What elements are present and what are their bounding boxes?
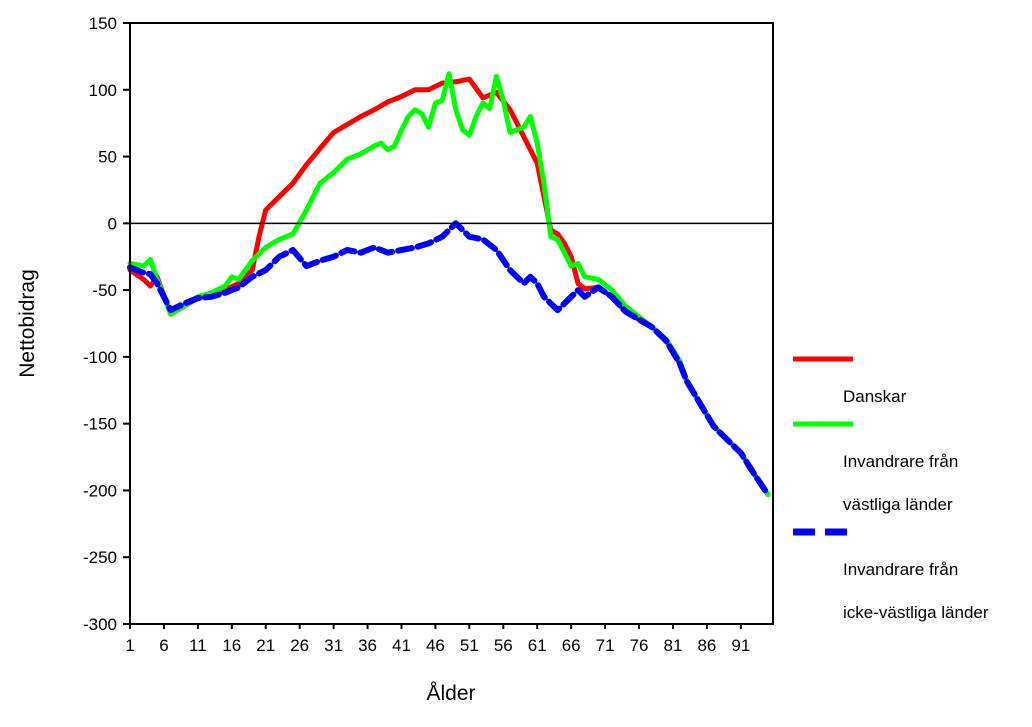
y-axis-title: Nettobidrag <box>16 269 39 378</box>
x-tick-label: 66 <box>562 636 581 655</box>
y-tick-label: -100 <box>83 348 117 367</box>
x-tick-label: 26 <box>290 636 309 655</box>
y-tick-label: 50 <box>98 148 117 167</box>
x-tick-label: 46 <box>426 636 445 655</box>
y-tick-label: -300 <box>83 615 117 634</box>
y-axis: 150 100 50 0 -50 -100 -150 -200 -250 -300 <box>83 14 130 634</box>
x-tick-label: 91 <box>731 636 750 655</box>
x-tick-label: 76 <box>630 636 649 655</box>
x-tick-label: 36 <box>358 636 377 655</box>
series-line-2 <box>127 71 771 497</box>
x-tick-label: 16 <box>222 636 241 655</box>
x-tick-label: 6 <box>159 636 168 655</box>
series-layer <box>127 71 771 498</box>
y-tick-label: -200 <box>83 481 117 500</box>
legend-label-2: Invandrare från <box>843 452 958 471</box>
x-tick-label: 81 <box>664 636 683 655</box>
x-tick-label: 71 <box>596 636 615 655</box>
x-tick-label: 61 <box>528 636 547 655</box>
x-tick-label: 56 <box>494 636 513 655</box>
legend-label-2: västliga länder <box>843 495 953 514</box>
x-tick-label: 21 <box>256 636 275 655</box>
y-tick-label: 100 <box>89 81 117 100</box>
x-tick-label: 31 <box>324 636 343 655</box>
x-tick-label: 51 <box>460 636 479 655</box>
x-axis: 1 6 11 16 21 26 31 36 41 46 51 56 61 66 71 76 81 86 91 <box>125 624 750 655</box>
y-tick-label: 150 <box>89 14 117 33</box>
x-tick-label: 11 <box>189 636 207 655</box>
x-tick-label: 1 <box>125 636 134 655</box>
x-tick-label: 41 <box>392 636 411 655</box>
x-tick-label: 86 <box>697 636 716 655</box>
y-tick-label: -250 <box>83 548 117 567</box>
legend-label-3: icke-västliga länder <box>843 603 989 622</box>
y-tick-label: -150 <box>83 415 117 434</box>
y-tick-label: -50 <box>92 281 117 300</box>
legend-label-1: Danskar <box>843 387 907 406</box>
legend: Danskar Invandrare från västliga länder Inv… <box>793 356 989 622</box>
plot-frame <box>129 22 774 625</box>
legend-label-3: Invandrare från <box>843 560 958 579</box>
x-axis-title: Ålder <box>426 682 475 705</box>
y-tick-label: 0 <box>108 214 117 233</box>
series-line-3 <box>127 220 771 498</box>
